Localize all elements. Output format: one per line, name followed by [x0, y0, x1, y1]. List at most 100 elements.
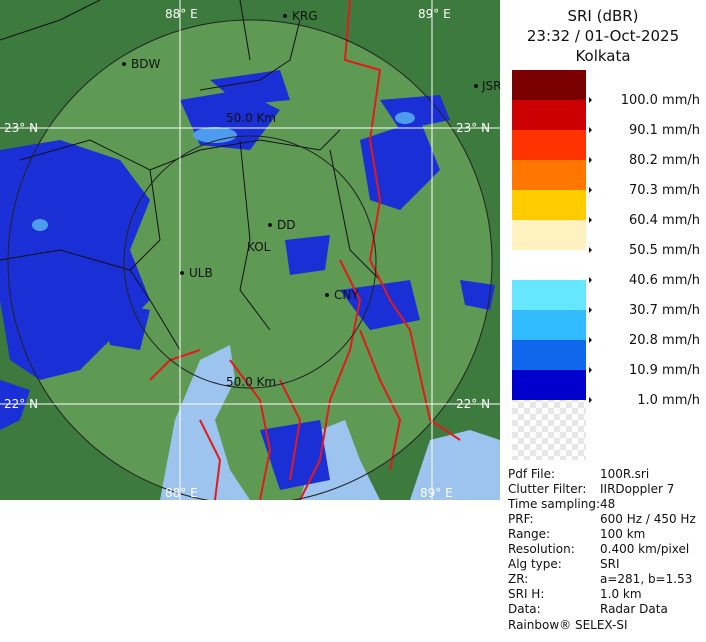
- info-value: a=281, b=1.53: [600, 572, 693, 586]
- info-label: SRI H:: [508, 587, 545, 601]
- legend-label: 1.0 mm/h: [637, 393, 700, 408]
- legend-swatch: [512, 370, 586, 400]
- legend-tick: [589, 187, 592, 193]
- legend-tick: [589, 337, 592, 343]
- legend-tick: [589, 217, 592, 223]
- circle-shape: [283, 14, 287, 18]
- circle-shape: [268, 223, 272, 227]
- legend-swatch: [512, 340, 586, 370]
- legend-label: 20.8 mm/h: [629, 333, 700, 348]
- legend-label: 70.3 mm/h: [629, 183, 700, 198]
- city-label: DD: [277, 218, 295, 232]
- circle-shape: [7, 19, 493, 500]
- path-shape: [460, 280, 495, 310]
- info-label: Range:: [508, 527, 551, 541]
- legend-swatch: [512, 250, 586, 280]
- lat-lon-grid: [0, 0, 500, 500]
- legend-tick: [589, 97, 592, 103]
- legend-tick: [589, 277, 592, 283]
- path-shape: [0, 380, 30, 430]
- info-value: 0.400 km/pixel: [600, 542, 690, 556]
- circle-shape: [123, 135, 377, 389]
- legend-tick: [589, 397, 592, 403]
- path-shape: [100, 300, 150, 350]
- legend-label: 100.0 mm/h: [621, 93, 700, 108]
- lat-label: 23° N: [456, 121, 490, 135]
- ring-label: 50.0 Km: [226, 111, 276, 125]
- site-name: Kolkata: [575, 47, 631, 65]
- lon-label: 88° E: [165, 486, 198, 500]
- circle-shape: [180, 271, 184, 275]
- lat-label: 22° N: [456, 397, 490, 411]
- side-panel: SRI (dBR) 23:32 / 01-Oct-2025 Kolkata 10…: [500, 0, 706, 642]
- radar-map: 88° E 89° E 88° E 89° E 23° N 23° N 22° …: [0, 0, 500, 500]
- info-value: Radar Data: [600, 602, 668, 616]
- no-data-swatch: [512, 400, 586, 460]
- circle-shape: [325, 293, 329, 297]
- info-label: Time sampling:: [508, 497, 601, 511]
- legend-swatch: [512, 70, 586, 100]
- info-label: PRF:: [508, 512, 534, 526]
- legend-swatch: [512, 310, 586, 340]
- rain-echoes-light: [32, 112, 415, 231]
- lon-label: 89° E: [420, 486, 453, 500]
- path-shape: [149, 329, 402, 500]
- timestamp: 23:32 / 01-Oct-2025: [526, 27, 680, 45]
- info-value: 100R.sri: [600, 467, 650, 481]
- info-label: Data:: [508, 602, 541, 616]
- circle-shape: [474, 84, 478, 88]
- path-shape: [0, 0, 381, 351]
- info-value: IIRDoppler 7: [600, 482, 675, 496]
- ellipse-shape: [193, 127, 237, 143]
- info-label: Pdf File:: [508, 467, 556, 481]
- city-label: KOL: [247, 240, 271, 254]
- color-legend: 100.0 mm/h 90.1 mm/h 80.2 mm/h 70.3 mm/h 60.…: [512, 70, 700, 460]
- circle-shape: [122, 62, 126, 66]
- legend-tick: [589, 157, 592, 163]
- lon-label: 89° E: [418, 7, 451, 21]
- legend-label: 90.1 mm/h: [629, 123, 700, 138]
- info-label: Alg type:: [508, 557, 562, 571]
- ellipse-shape: [395, 112, 415, 124]
- legend-label: 30.7 mm/h: [629, 303, 700, 318]
- city-label: CNY: [334, 288, 359, 302]
- ring-label: 50.0 Km: [226, 375, 276, 389]
- info-value: 100 km: [600, 527, 646, 541]
- path-shape: [285, 235, 330, 275]
- info-label: ZR:: [508, 572, 529, 586]
- lat-label: 23° N: [4, 121, 38, 135]
- info-value: 1.0 km: [600, 587, 642, 601]
- info-value: SRI: [600, 557, 620, 571]
- city-label: BDW: [131, 57, 160, 71]
- legend-label: 50.5 mm/h: [629, 243, 700, 258]
- legend-swatch: [512, 160, 586, 190]
- legend-swatch: [512, 100, 586, 130]
- info-label: Resolution:: [508, 542, 575, 556]
- lat-label: 22° N: [4, 397, 38, 411]
- legend-swatch: [512, 130, 586, 160]
- rain-echoes: [0, 70, 495, 490]
- rivers: [149, 0, 461, 500]
- legend-tick: [589, 247, 592, 253]
- legend-tick: [589, 307, 592, 313]
- cities: KRG BDW JSR DD KOL ULB CNY: [122, 9, 500, 302]
- range-rings: [7, 19, 493, 500]
- legend-label: 40.6 mm/h: [629, 273, 700, 288]
- footer: Rainbow® SELEX-SI: [508, 618, 628, 632]
- product-title: SRI (dBR): [567, 7, 639, 25]
- path-shape: [343, 0, 461, 441]
- ellipse-shape: [32, 219, 48, 231]
- info-label: Clutter Filter:: [508, 482, 587, 496]
- info-value: 48: [600, 497, 616, 511]
- city-label: JSR: [481, 79, 500, 93]
- city-label: KRG: [292, 9, 318, 23]
- legend-swatch: [512, 220, 586, 250]
- water: [160, 345, 500, 500]
- path-shape: [210, 70, 290, 105]
- legend-swatch: [512, 280, 586, 310]
- city-label: ULB: [189, 266, 213, 280]
- legend-label: 10.9 mm/h: [629, 363, 700, 378]
- path-shape: [299, 259, 362, 500]
- district-borders: [0, 0, 381, 351]
